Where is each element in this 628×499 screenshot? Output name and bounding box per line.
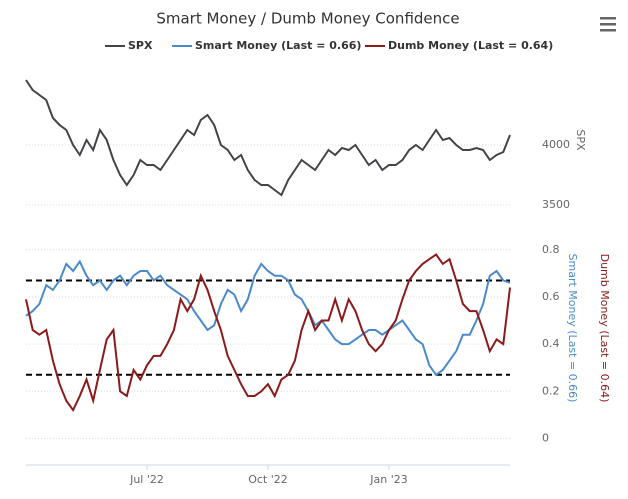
legend-label: Smart Money (Last = 0.66): [195, 39, 361, 52]
series-line: [25, 259, 511, 377]
legend-label: Dumb Money (Last = 0.64): [388, 39, 553, 52]
menu-bar[interactable]: [600, 17, 616, 20]
y-axis-title: SPX: [574, 129, 587, 151]
x-tick-label: Oct '22: [248, 473, 288, 486]
y2-tick-label: 0.2: [542, 384, 560, 397]
y2-tick-label: 0.4: [542, 337, 560, 350]
y2-tick-label: 0.8: [542, 243, 560, 256]
y2-axis-title: Smart Money (Last = 0.66): [566, 254, 579, 403]
y2-tick-label: 0: [542, 431, 549, 444]
y2-tick-label: 0.6: [542, 290, 560, 303]
series-line: [25, 79, 511, 197]
menu-button[interactable]: [600, 17, 616, 32]
y-tick-label: 3500: [542, 198, 570, 211]
y2-axis-title: Dumb Money (Last = 0.64): [598, 254, 611, 403]
legend-label: SPX: [128, 39, 153, 52]
chart-title: Smart Money / Dumb Money Confidence: [156, 10, 459, 28]
x-tick-label: Jan '23: [369, 473, 407, 486]
x-tick-label: Jul '22: [129, 473, 164, 486]
y-tick-label: 4000: [542, 138, 570, 151]
menu-bar[interactable]: [600, 29, 616, 32]
menu-bar[interactable]: [600, 23, 616, 26]
series-line: [25, 253, 511, 413]
